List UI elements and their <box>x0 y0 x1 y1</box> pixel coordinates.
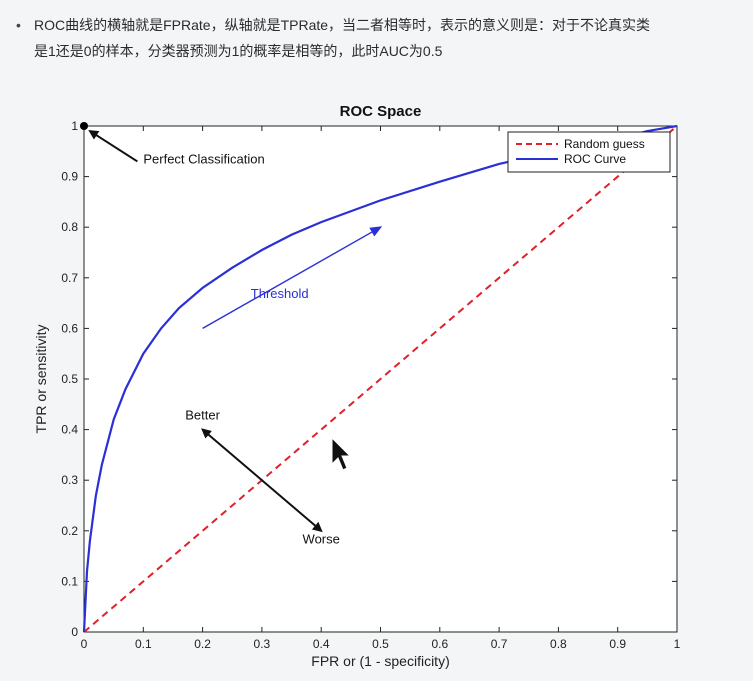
x-tick-label: 0.2 <box>194 637 211 651</box>
legend-box <box>507 131 671 173</box>
y-tick-label: 0.2 <box>61 524 78 538</box>
annotation-arrow-3 <box>261 479 323 533</box>
series-line-0 <box>83 125 678 633</box>
legend-entry-1: ROC Curve <box>564 152 626 166</box>
x-tick-label: 0.9 <box>609 637 626 651</box>
x-tick-label: 1 <box>674 637 681 651</box>
y-axis-label: TPR or sensitivity <box>33 325 49 434</box>
annotation-arrow-0 <box>88 129 138 163</box>
y-tick-label: 0.1 <box>61 574 78 588</box>
x-tick-label: 0.1 <box>135 637 152 651</box>
x-axis-label: FPR or (1 - specificity) <box>311 653 449 669</box>
bullet-icon: • <box>16 17 21 33</box>
note-line-1-text: ROC曲线的横轴就是FPRate，纵轴就是TPRate，当二者相等时，表示的意义… <box>34 17 651 33</box>
y-tick-label: 0 <box>71 625 78 639</box>
annotation-label-2: Better <box>185 407 220 422</box>
y-tick-label: 0.6 <box>61 321 78 335</box>
chart-title: ROC Space <box>340 103 422 120</box>
note-text: • ROC曲线的横轴就是FPRate，纵轴就是TPRate，当二者相等时，表示的意… <box>16 12 753 64</box>
annotation-label-3: Worse <box>303 531 340 546</box>
y-tick-label: 0.7 <box>61 271 78 285</box>
y-tick-label: 0.5 <box>61 372 78 386</box>
x-tick-label: 0.7 <box>491 637 508 651</box>
y-tick-label: 0.9 <box>61 170 78 184</box>
roc-chart-svg: 0 0.1 0.2 0.3 0.4 0.5 0.6 0.7 0.8 0.9 1 0 0.1 0.2 0.3 0… <box>33 103 681 669</box>
x-tick-label: 0.8 <box>550 637 567 651</box>
y-tick-label: 0.3 <box>61 473 78 487</box>
annotation-label-1: Threshold <box>251 286 309 301</box>
x-tick-label: 0.6 <box>431 637 448 651</box>
note-line-2: 是1还是0的样本，分类器预测为1的概率是相等的，此时AUC为0.5 <box>34 43 443 59</box>
x-tick-label: 0 <box>81 637 88 651</box>
x-tick-label: 0.5 <box>372 637 389 651</box>
y-tick-label: 0.8 <box>61 220 78 234</box>
x-tick-label: 0.4 <box>313 637 330 651</box>
y-tick-label: 1 <box>71 119 78 133</box>
perfect-point <box>80 122 88 130</box>
y-tick-label: 0.4 <box>61 423 78 437</box>
note-line-1: • ROC曲线的横轴就是FPRate，纵轴就是TPRate，当二者相等时，表示的意… <box>16 12 753 38</box>
legend-entry-0: Random guess <box>564 137 645 151</box>
annotation-arrow-2 <box>201 428 263 481</box>
x-tick-label: 0.3 <box>254 637 271 651</box>
roc-chart: 0 0.1 0.2 0.3 0.4 0.5 0.6 0.7 0.8 0.9 1 0 0.1 0.2 0.3 0… <box>0 90 753 676</box>
annotation-arrow-1 <box>202 226 383 330</box>
mouse-cursor-icon <box>331 436 352 471</box>
annotation-label-0: Perfect Classification <box>143 151 264 166</box>
